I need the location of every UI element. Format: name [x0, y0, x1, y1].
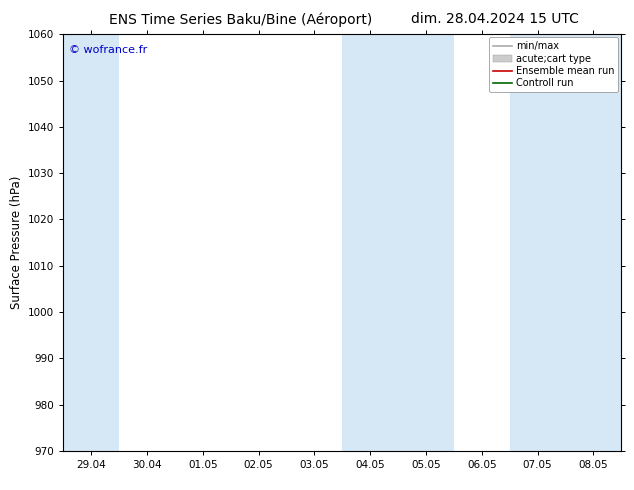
Bar [342, 34, 454, 451]
Text: © wofrance.fr: © wofrance.fr [69, 45, 147, 55]
Text: ENS Time Series Baku/Bine (Aéroport): ENS Time Series Baku/Bine (Aéroport) [109, 12, 373, 27]
Bar [510, 34, 621, 451]
Bar [63, 34, 119, 451]
Text: dim. 28.04.2024 15 UTC: dim. 28.04.2024 15 UTC [411, 12, 578, 26]
Y-axis label: Surface Pressure (hPa): Surface Pressure (hPa) [10, 176, 23, 309]
Legend: min/max, acute;cart type, Ensemble mean run, Controll run: min/max, acute;cart type, Ensemble mean … [489, 37, 618, 92]
